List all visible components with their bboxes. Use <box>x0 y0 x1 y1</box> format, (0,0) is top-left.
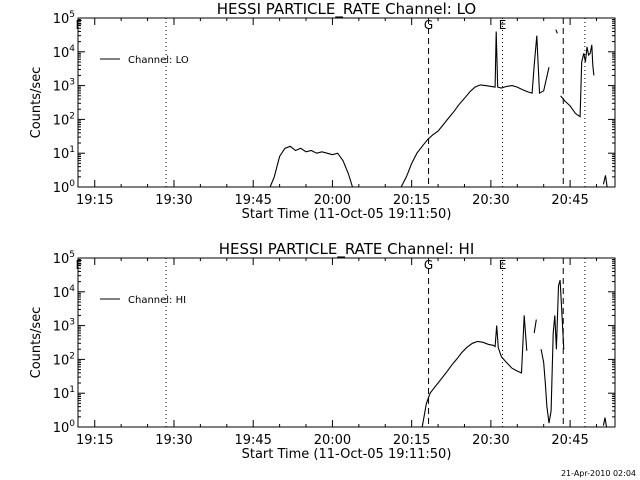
y-tick-label: 101 <box>53 385 75 402</box>
chart-panel-1: HESSI PARTICLE_RATE Channel: LO 100 101 102… <box>29 0 616 222</box>
chart-panel-2: HESSI PARTICLE_RATE Channel: HI 100 101 102… <box>29 240 616 462</box>
marker-label: E <box>499 258 507 272</box>
series-line <box>602 175 608 188</box>
plot-frame <box>77 257 616 428</box>
x-tick-label: 20:15 <box>393 193 430 208</box>
series-line <box>533 319 537 334</box>
x-tick-label: 20:00 <box>314 193 351 208</box>
x-tick-label: 20:30 <box>472 193 509 208</box>
series-line <box>269 145 354 188</box>
x-axis-label: Start Time (11-Oct-05 19:11:50) <box>242 447 452 462</box>
footer-timestamp: 21-Apr-2010 02:04 <box>560 469 636 478</box>
series-line <box>400 31 550 188</box>
x-tick-label: 19:30 <box>155 433 192 448</box>
x-axis-label: Start Time (11-Oct-05 19:11:50) <box>242 207 452 222</box>
y-tick-label: 100 <box>53 179 76 196</box>
chart-title: HESSI PARTICLE_RATE Channel: HI <box>219 240 475 259</box>
marker-label: F <box>75 258 82 272</box>
series-line <box>421 315 528 428</box>
y-tick-label: 100 <box>53 419 76 436</box>
x-tick-label: 19:45 <box>234 193 271 208</box>
marker-label: F <box>75 18 82 32</box>
x-tick-label: 20:45 <box>551 433 588 448</box>
plot-frame <box>77 17 616 188</box>
x-tick-label: 20:45 <box>551 193 588 208</box>
x-tick-label: 20:00 <box>314 433 351 448</box>
y-tick-label: 104 <box>53 284 76 301</box>
x-tick-label: 19:15 <box>76 193 113 208</box>
y-tick-label: 103 <box>53 318 75 335</box>
series-line <box>540 280 565 424</box>
x-tick-label: 19:15 <box>76 433 113 448</box>
marker-label: G <box>424 258 433 272</box>
y-tick-label: 101 <box>53 145 75 162</box>
y-tick-label: 105 <box>53 10 75 27</box>
marker-label: G <box>424 18 433 32</box>
marker-label: E <box>499 18 507 32</box>
x-tick-label: 20:15 <box>393 433 430 448</box>
x-tick-label: 19:45 <box>234 433 271 448</box>
chart-title: HESSI PARTICLE_RATE Channel: LO <box>217 0 476 19</box>
legend-label: Channel: HI <box>128 295 186 306</box>
y-tick-label: 102 <box>53 351 75 368</box>
y-axis-label: Counts/sec <box>29 67 44 139</box>
y-tick-label: 102 <box>53 111 75 128</box>
y-tick-label: 104 <box>53 44 76 61</box>
y-tick-label: 103 <box>53 78 75 95</box>
x-tick-label: 20:30 <box>472 433 509 448</box>
x-tick-label: 19:30 <box>155 193 192 208</box>
series-line <box>555 29 558 34</box>
series-line <box>602 417 608 428</box>
series-line <box>560 44 595 118</box>
y-tick-label: 105 <box>53 250 75 267</box>
legend-label: Channel: LO <box>128 55 189 66</box>
y-axis-label: Counts/sec <box>29 307 44 379</box>
